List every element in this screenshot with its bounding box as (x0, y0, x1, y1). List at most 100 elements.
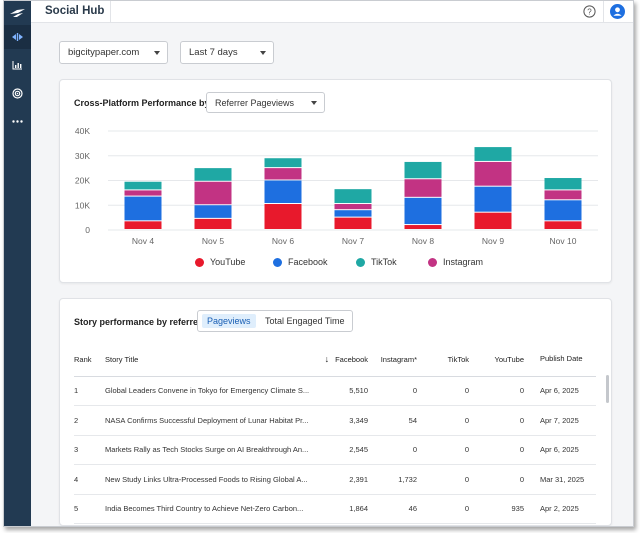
bar-segment-youtube-nov-10[interactable] (544, 221, 582, 229)
row-story-title[interactable]: India Becomes Third Country to Achieve N… (105, 494, 313, 524)
row-tiktok: 0 (421, 494, 473, 524)
row-youtube: 0 (473, 376, 526, 406)
row-story-title[interactable]: Markets Rally as Tech Stocks Surge on AI… (105, 435, 313, 465)
legend-facebook[interactable]: Facebook (273, 257, 328, 267)
bar-segment-tiktok-nov-7[interactable] (334, 189, 372, 204)
bar-segment-facebook-nov-8[interactable] (404, 197, 442, 225)
row-rank: 4 (74, 464, 105, 495)
bar-segment-facebook-nov-9[interactable] (474, 186, 512, 212)
row-story-title[interactable]: NASA Confirms Successful Deployment of L… (105, 405, 313, 436)
col-publish-date[interactable]: Publish Date (526, 343, 596, 377)
legend-instagram-swatch (428, 257, 437, 267)
bar-segment-instagram-nov-10[interactable] (544, 190, 582, 200)
bar-segment-instagram-nov-4[interactable] (124, 190, 162, 196)
row-publish-date: Apr 2, 2025 (526, 494, 596, 524)
sidebar-item-social[interactable] (4, 25, 31, 49)
bar-segment-tiktok-nov-5[interactable] (194, 168, 232, 181)
help-icon[interactable]: ? (583, 5, 596, 18)
row-publish-date: Apr 7, 2025 (526, 405, 596, 436)
bar-segment-facebook-nov-4[interactable] (124, 196, 162, 221)
row-instagram: 0 (368, 435, 421, 465)
site-select[interactable]: bigcitypaper.com (59, 41, 168, 64)
metric-select[interactable]: Referrer Pageviews (206, 92, 325, 113)
bar-segment-facebook-nov-5[interactable] (194, 205, 232, 218)
broadcast-icon (12, 33, 23, 41)
bar-segment-instagram-nov-9[interactable] (474, 161, 512, 186)
tab-pageviews[interactable]: Pageviews (202, 314, 256, 328)
table-row[interactable]: 1 Global Leaders Convene in Tokyo for Eme… (74, 376, 596, 406)
row-facebook: 1,864 (313, 494, 368, 524)
col-story-title[interactable]: Story Title (105, 343, 313, 377)
bar-segment-youtube-nov-8[interactable] (404, 225, 442, 229)
col-instagram[interactable]: Instagram* (368, 343, 421, 377)
row-youtube: 0 (473, 435, 526, 465)
x-tick-label: Nov 7 (342, 236, 364, 246)
row-story-title[interactable]: Global Leaders Convene in Tokyo for Emer… (105, 376, 313, 406)
y-tick-label: 20K (75, 176, 90, 186)
legend-tiktok-swatch (356, 257, 365, 267)
sidebar-item-analytics[interactable] (4, 53, 31, 77)
legend-tiktok[interactable]: TikTok (356, 257, 397, 267)
bar-segment-tiktok-nov-10[interactable] (544, 178, 582, 190)
sidebar-item-targets[interactable] (4, 81, 31, 105)
table-scrollbar[interactable] (606, 375, 609, 403)
bar-segment-instagram-nov-7[interactable] (334, 204, 372, 210)
bar-segment-youtube-nov-5[interactable] (194, 218, 232, 229)
col-rank[interactable]: Rank (74, 343, 105, 377)
legend-instagram-label: Instagram (443, 257, 484, 267)
row-publish-date: Mar 31, 2025 (526, 464, 596, 495)
bar-segment-youtube-nov-9[interactable] (474, 212, 512, 229)
col-youtube[interactable]: YouTube (473, 343, 526, 377)
col-instagram-label: Instagram* (380, 354, 417, 364)
top-bar: Social Hub ? (31, 1, 633, 23)
tab-total-engaged-time[interactable]: Total Engaged Time (265, 316, 345, 326)
row-youtube: 935 (473, 494, 526, 524)
row-youtube: 0 (473, 405, 526, 436)
legend-youtube-swatch (195, 257, 204, 267)
user-avatar-icon[interactable] (610, 4, 625, 19)
table-row[interactable]: 3 Markets Rally as Tech Stocks Surge on A… (74, 435, 596, 465)
table-row[interactable]: 2 NASA Confirms Successful Deployment of … (74, 405, 596, 436)
sidebar-item-more[interactable] (4, 109, 31, 133)
table-row[interactable]: 4 New Study Links Ultra-Processed Foods t… (74, 464, 596, 495)
bar-segment-instagram-nov-6[interactable] (264, 168, 302, 180)
performance-chart: 0 10K 20K 30K 40K Nov 4 Nov 5 Nov 6 Nov 7 Nov 8 No… (75, 126, 598, 246)
bar-segment-youtube-nov-4[interactable] (124, 221, 162, 229)
legend-facebook-label: Facebook (288, 257, 328, 267)
legend-youtube[interactable]: YouTube (195, 257, 245, 267)
performance-card: Cross-Platform Performance by: Referrer … (59, 79, 612, 283)
x-tick-label: Nov 5 (202, 236, 224, 246)
date-range-select[interactable]: Last 7 days (180, 41, 274, 64)
bar-segment-tiktok-nov-4[interactable] (124, 181, 162, 190)
bar-segment-facebook-nov-10[interactable] (544, 200, 582, 221)
bar-segment-youtube-nov-7[interactable] (334, 217, 372, 229)
bar-segment-youtube-nov-6[interactable] (264, 204, 302, 229)
bar-segment-facebook-nov-6[interactable] (264, 180, 302, 204)
chevron-down-icon (260, 51, 266, 55)
x-tick-label: Nov 8 (412, 236, 434, 246)
bar-segment-tiktok-nov-6[interactable] (264, 158, 302, 168)
y-tick-label: 0 (85, 225, 90, 235)
bar-segment-facebook-nov-7[interactable] (334, 210, 372, 217)
bar-segment-instagram-nov-8[interactable] (404, 179, 442, 197)
logo-icon (10, 9, 25, 17)
legend-instagram[interactable]: Instagram (428, 257, 483, 267)
row-facebook: 3,349 (313, 405, 368, 436)
table-header-row: Rank Story Title ↓ Facebook Instagram* Ti… (74, 343, 596, 377)
row-tiktok: 0 (421, 405, 473, 436)
row-tiktok: 0 (421, 464, 473, 495)
col-tiktok[interactable]: TikTok (421, 343, 473, 377)
table-row[interactable]: 5 India Becomes Third Country to Achieve … (74, 494, 596, 524)
bar-segment-tiktok-nov-8[interactable] (404, 161, 442, 179)
row-rank: 3 (74, 435, 105, 465)
row-instagram: 0 (368, 376, 421, 406)
row-instagram: 46 (368, 494, 421, 524)
bar-segment-instagram-nov-5[interactable] (194, 181, 232, 205)
col-facebook[interactable]: ↓ Facebook (313, 343, 368, 377)
row-publish-date: Apr 6, 2025 (526, 376, 596, 406)
row-instagram: 54 (368, 405, 421, 436)
row-publish-date: Apr 6, 2025 (526, 435, 596, 465)
bar-segment-tiktok-nov-9[interactable] (474, 147, 512, 161)
row-story-title[interactable]: New Study Links Ultra-Processed Foods to… (105, 464, 313, 495)
row-rank: 1 (74, 376, 105, 406)
